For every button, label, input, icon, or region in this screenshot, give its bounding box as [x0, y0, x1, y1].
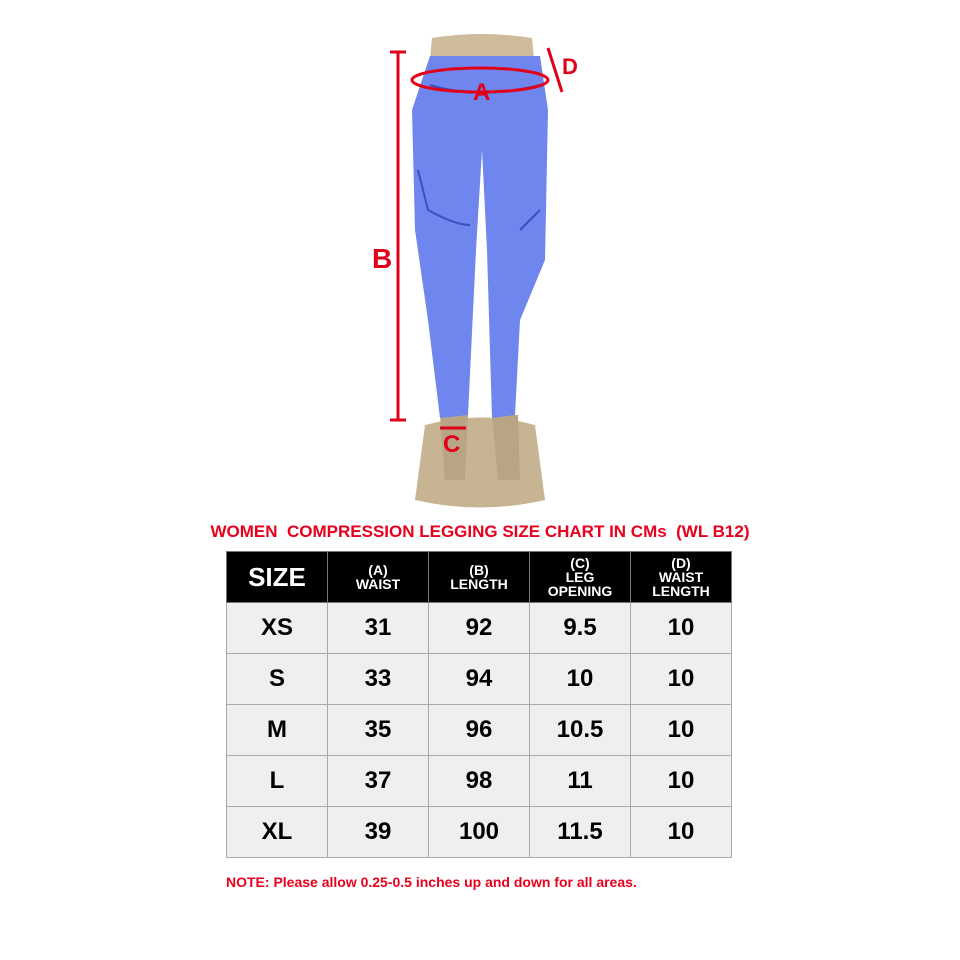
table-cell: 39 [327, 806, 429, 858]
column-header: (C) LEG OPENING [529, 551, 631, 603]
note: NOTE: Please allow 0.25-0.5 inches up an… [226, 874, 637, 890]
table-cell: 10 [630, 806, 732, 858]
table-cell: 96 [428, 704, 530, 756]
label-b: B [372, 243, 392, 274]
table-cell: 94 [428, 653, 530, 705]
header-letter: (C) [570, 555, 590, 571]
table-cell: 33 [327, 653, 429, 705]
header-letter: (D) [671, 555, 691, 571]
mannequin-torso [430, 34, 534, 60]
column-header: (A) WAIST [327, 551, 429, 603]
table-cell: 11.5 [529, 806, 631, 858]
table-row: XS 31 92 9.5 10 [226, 602, 732, 654]
table-cell: 10 [630, 653, 732, 705]
table-cell: 10 [529, 653, 631, 705]
table-cell: 10 [630, 755, 732, 807]
table-cell: 10 [630, 704, 732, 756]
table-cell: 98 [428, 755, 530, 807]
table-cell: XL [226, 806, 328, 858]
table-cell: 100 [428, 806, 530, 858]
column-header: (D) WAIST LENGTH [630, 551, 732, 603]
legging-shape [412, 56, 548, 418]
table-cell: L [226, 755, 328, 807]
table-cell: 11 [529, 755, 631, 807]
header-letter: (B) [469, 562, 489, 578]
header-label: LENGTH [450, 576, 508, 592]
column-header: (B) LENGTH [428, 551, 530, 603]
table-cell: 35 [327, 704, 429, 756]
label-c: C [443, 431, 460, 458]
table-row: L 37 98 11 10 [226, 755, 732, 807]
legging-product-image: A B C D [372, 34, 578, 508]
column-header: SIZE [226, 551, 328, 603]
label-a: A [473, 79, 490, 106]
measure-lines [390, 47, 564, 430]
mannequin-stand [415, 417, 545, 508]
header-label: LEG OPENING [547, 569, 613, 599]
table-cell: 92 [428, 602, 530, 654]
table-row: S 33 94 10 10 [226, 653, 732, 705]
label-d: D [562, 54, 578, 79]
header-letter: (A) [368, 562, 388, 578]
table-cell: S [226, 653, 328, 705]
table-cell: 10.5 [529, 704, 631, 756]
table-header-row: SIZE (A) WAIST (B) LENGTH (C) LEG OPENING (D) WA… [226, 551, 732, 603]
chart-title: WOMEN COMPRESSION LEGGING SIZE CHART IN … [210, 522, 750, 541]
table-cell: 10 [630, 602, 732, 654]
header-label: WAIST LENGTH [652, 569, 710, 599]
table-cell: 31 [327, 602, 429, 654]
mannequin-feet [440, 415, 520, 480]
table-cell: XS [226, 602, 328, 654]
table-cell: 9.5 [529, 602, 631, 654]
table-row: XL 39 100 11.5 10 [226, 806, 732, 858]
table-row: M 35 96 10.5 10 [226, 704, 732, 756]
header-label: WAIST [355, 576, 401, 592]
table-cell: M [226, 704, 328, 756]
size-table: SIZE (A) WAIST (B) LENGTH (C) LEG OPENING (D) WA… [226, 551, 732, 858]
table-cell: 37 [327, 755, 429, 807]
